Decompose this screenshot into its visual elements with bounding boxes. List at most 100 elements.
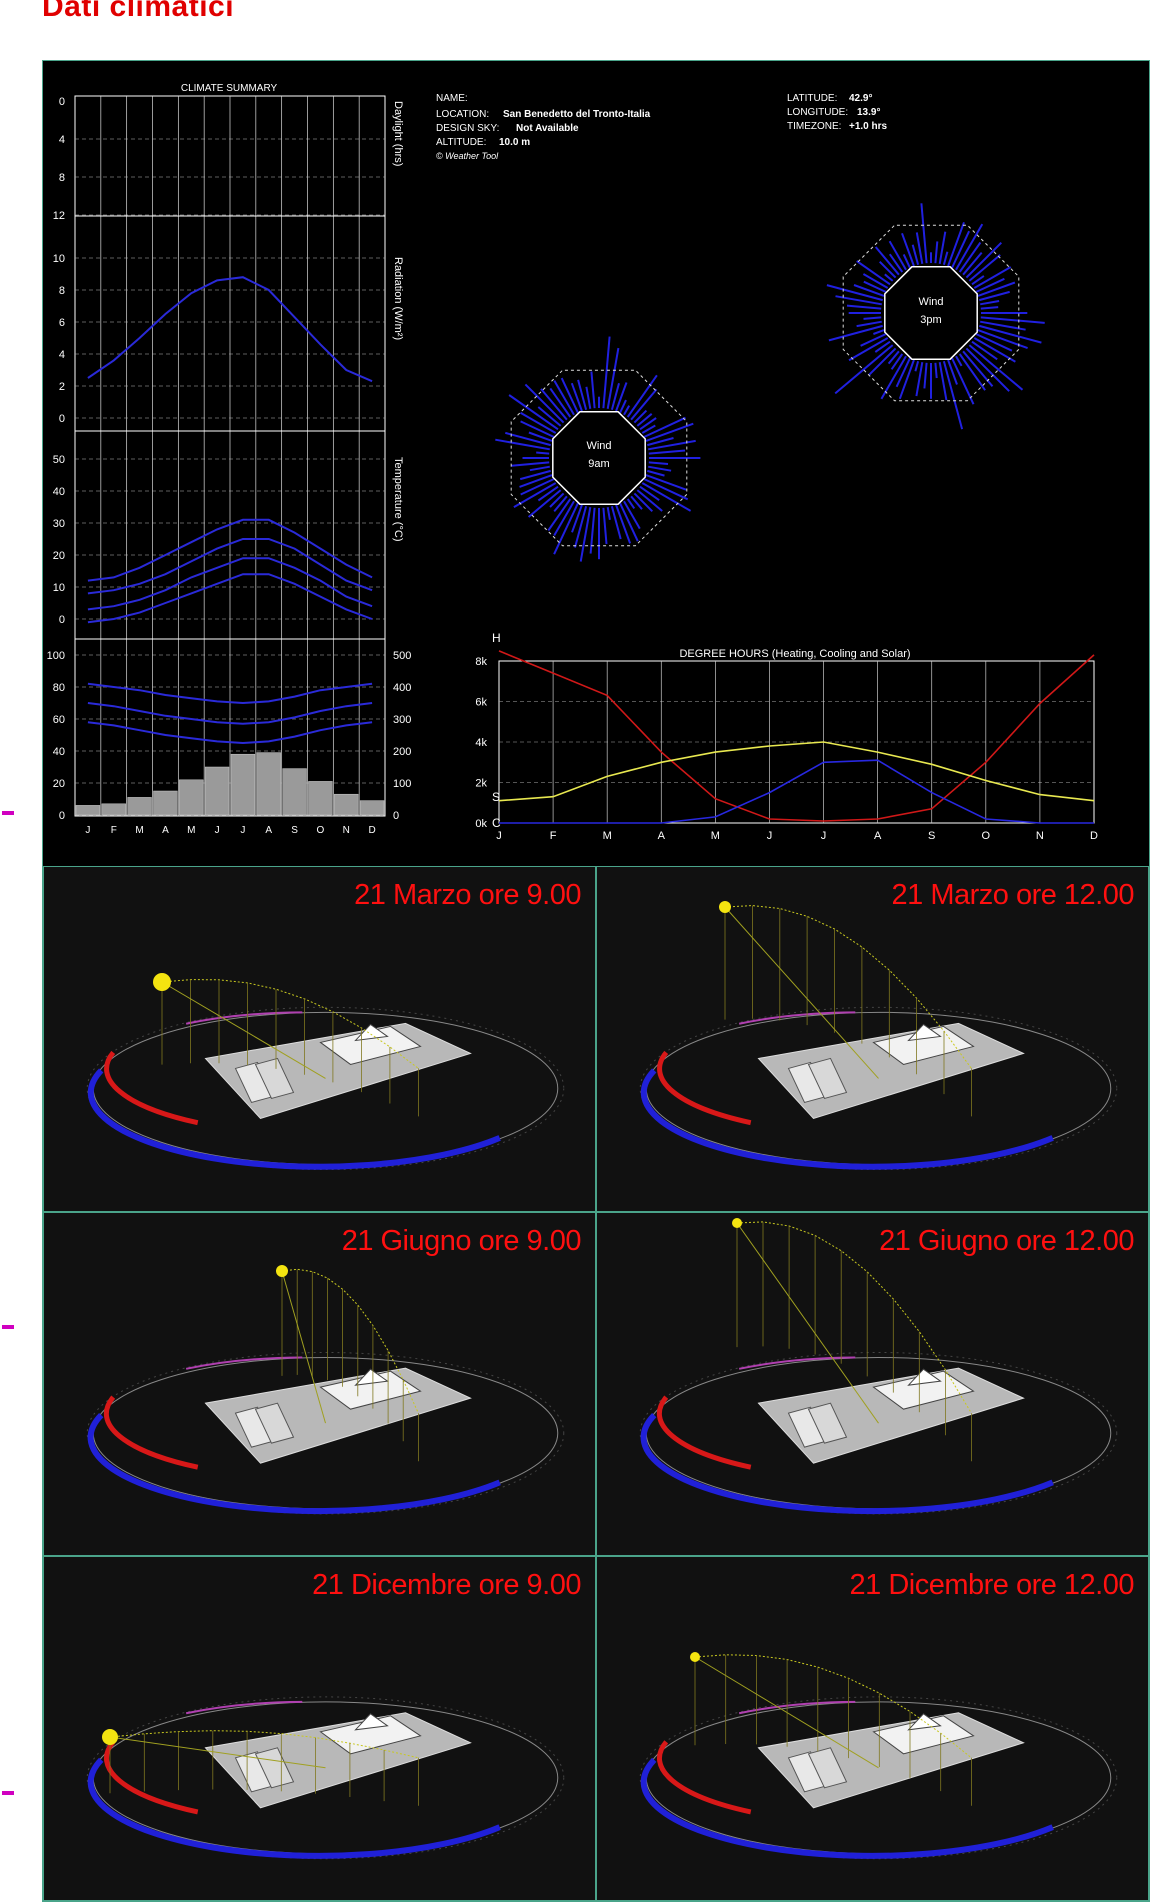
sun-path-arc-red <box>659 1742 750 1812</box>
page-title: Dati climatici <box>42 0 234 24</box>
wind-rose-inner-ring <box>885 267 977 359</box>
daylight-axis-label: Daylight (hrs) <box>392 101 404 166</box>
wind-direction-bar <box>873 330 884 334</box>
radiation-bar <box>205 767 229 815</box>
degree-hours-xtick: J <box>496 830 502 842</box>
radiation-bar <box>360 801 384 815</box>
month-tick: M <box>135 825 143 836</box>
wind-direction-bar <box>864 317 882 319</box>
month-tick: J <box>240 825 245 836</box>
radiation-bar <box>231 754 255 815</box>
sun-study-march-9: 21 Marzo ore 9.00 <box>43 866 596 1212</box>
cooling-marker: C <box>492 816 501 830</box>
wind-direction-bar <box>890 254 903 272</box>
radiation-bar <box>179 780 203 815</box>
longitude-label: LONGITUDE: <box>787 107 848 118</box>
wind-direction-bar <box>640 418 656 429</box>
daylight-tick: 8 <box>59 172 65 184</box>
wind-direction-bar <box>857 322 882 326</box>
wind-direction-bar <box>935 363 936 378</box>
timezone-value: +1.0 hrs <box>849 121 888 132</box>
wind-direction-bar <box>554 496 567 511</box>
radiation-tick: 10 <box>53 253 65 265</box>
degree-hours-xtick: D <box>1090 830 1098 842</box>
wind-direction-bar <box>647 471 664 476</box>
month-tick: O <box>317 825 325 836</box>
degree-hours-ytick: 8k <box>475 656 487 668</box>
sun-study-label: 21 Giugno ore 12.00 <box>879 1225 1134 1258</box>
design-sky-value: Not Available <box>516 123 579 134</box>
wind-direction-bar <box>981 307 998 309</box>
temperature-axis-label: Temperature (°C) <box>392 457 404 541</box>
wind-direction-bar <box>944 252 948 265</box>
heating-marker: H <box>492 631 501 645</box>
wind-direction-bar <box>628 375 657 417</box>
temperature-tick: 30 <box>53 518 65 530</box>
degree-hours-xtick: S <box>928 830 935 842</box>
heating-line <box>499 651 1094 821</box>
sun-path-arc-red <box>106 1397 197 1467</box>
degree-hours-ytick: 2k <box>475 778 487 790</box>
degree-hours-xtick: N <box>1036 830 1044 842</box>
wind-direction-bar <box>520 475 553 487</box>
wind-direction-bar <box>608 507 610 520</box>
sun-study-june-9: 21 Giugno ore 9.00 <box>43 1212 596 1556</box>
radiation-axis-label: Radiation (W/m²) <box>392 257 404 340</box>
section-marker <box>2 1791 14 1795</box>
wind-direction-bar <box>902 233 914 266</box>
wind-3pm-time: 3pm <box>920 314 941 326</box>
daylight-tick: 0 <box>59 96 65 108</box>
degree-hours-ytick: 6k <box>475 697 487 709</box>
longitude-value: 13.9° <box>857 107 880 118</box>
degree-hours-xtick: M <box>711 830 720 842</box>
humidity-tick: 0 <box>59 810 65 822</box>
radiation-tick: 4 <box>59 349 65 361</box>
sun-ray <box>737 1223 879 1423</box>
wind-direction-bar <box>637 414 651 426</box>
wind-direction-bar <box>550 493 564 507</box>
radiation-bar <box>334 794 358 815</box>
wind-direction-bar <box>525 384 563 422</box>
radiation-bar <box>128 797 152 815</box>
climate-figure: CLIMATE SUMMARY 0 4 8 12 10 8 6 4 2 0 50 40 30 20 10 0 1… <box>42 60 1150 1902</box>
temperature-tick: 40 <box>53 486 65 498</box>
degree-hours-ytick: 0k <box>475 818 487 830</box>
radiation-bar <box>257 753 281 815</box>
wind-direction-bar <box>924 363 926 389</box>
degree-hours-xtick: A <box>874 830 882 842</box>
radiation-bar <box>154 791 178 815</box>
wind-direction-bar <box>649 462 668 464</box>
radiation-tick: 0 <box>59 413 65 425</box>
wind-direction-bar <box>530 467 550 471</box>
month-tick: J <box>85 825 90 836</box>
sun-study-label: 21 Giugno ore 9.00 <box>342 1225 581 1258</box>
wind-direction-bar <box>913 245 918 265</box>
wind-direction-bar <box>529 490 561 517</box>
sun-icon <box>690 1652 700 1662</box>
sun-path-arc-magenta <box>186 1012 302 1023</box>
sun-path-arc-magenta <box>186 1357 302 1368</box>
climate-summary-title: CLIMATE SUMMARY <box>181 83 278 94</box>
name-label: NAME: <box>436 93 468 104</box>
radiation-total-tick: 500 <box>393 650 411 662</box>
wind-direction-bar <box>917 232 923 263</box>
sun-path-arc-magenta <box>739 1012 855 1023</box>
altitude-label: ALTITUDE: <box>436 137 486 148</box>
temperature-tick: 50 <box>53 454 65 466</box>
wind-direction-bar <box>591 508 595 554</box>
wind-direction-bar <box>915 361 918 371</box>
sun-study-june-12: 21 Giugno ore 12.00 <box>596 1212 1149 1556</box>
wind-direction-bar <box>603 337 609 409</box>
humidity-tick: 80 <box>53 682 65 694</box>
month-tick: M <box>187 825 195 836</box>
wind-direction-bar <box>581 507 591 561</box>
timezone-label: TIMEZONE: <box>787 121 841 132</box>
wind-direction-bar <box>586 387 590 409</box>
humidity-tick: 100 <box>47 650 65 662</box>
weather-tool-credit: © Weather Tool <box>436 151 499 161</box>
wind-direction-bar <box>880 262 896 278</box>
cooling-line <box>499 760 1094 823</box>
month-tick: A <box>162 825 169 836</box>
month-tick: N <box>343 825 350 836</box>
wind-direction-bar <box>649 451 685 454</box>
